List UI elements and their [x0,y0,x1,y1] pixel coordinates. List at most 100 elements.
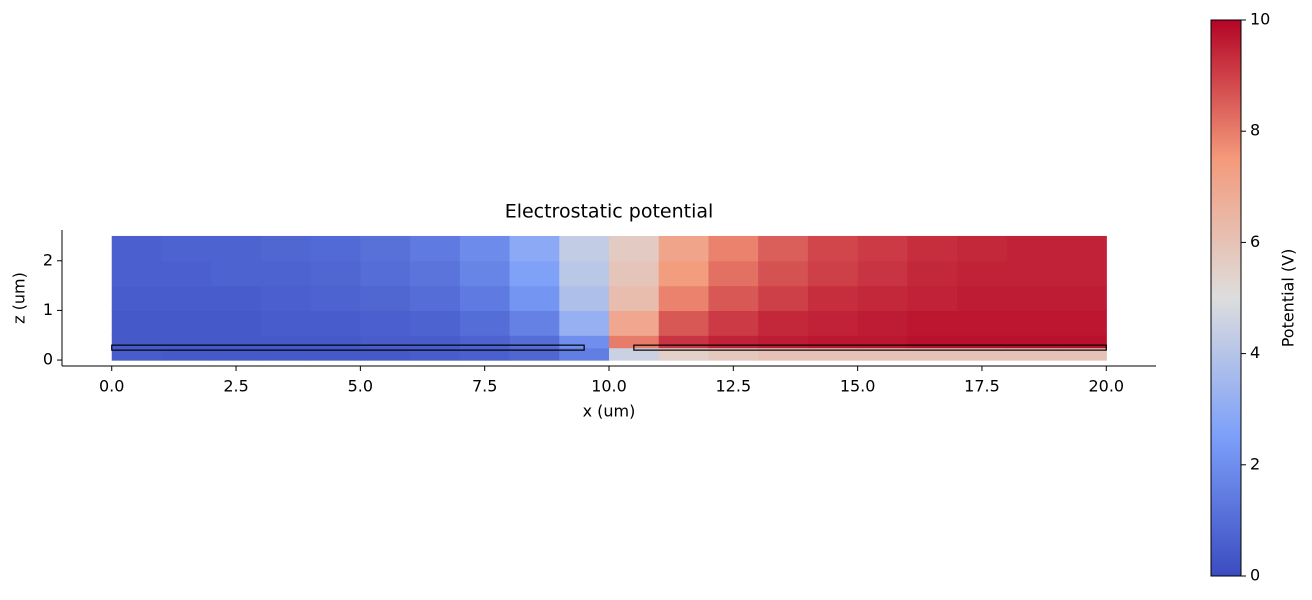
heat-cell [410,347,461,361]
heat-cell [1056,310,1107,336]
heat-cell [857,285,908,312]
heat-cell [310,335,361,349]
heat-cell [509,335,560,349]
heat-cell [807,347,859,361]
heat-cell [758,310,809,336]
heat-cell [907,335,958,349]
heat-cell [211,310,262,336]
heat-cell [111,235,163,262]
y-tick-label: 2 [43,250,53,269]
heat-cell [907,285,958,312]
heat-cell [1006,335,1058,349]
heat-cell [111,310,163,336]
heat-cell [111,260,163,287]
heat-cell [211,260,262,287]
heat-cell [559,235,610,262]
heat-cell [260,335,312,349]
heat-cell [559,347,610,361]
heat-cell [260,260,312,287]
heat-cell [260,285,312,312]
heat-cell [410,260,461,287]
heat-cell [708,335,759,349]
heat-cell [459,335,511,349]
heat-cell [1056,285,1107,312]
heat-cell [609,235,660,262]
heat-cell [211,347,262,361]
heat-cell [658,310,710,336]
heat-cell [708,260,759,287]
heat-cell [161,335,212,349]
colorbar-tick-label: 8 [1250,121,1260,140]
heat-cell [807,335,859,349]
heat-cell [658,347,710,361]
heat-cell [807,260,859,287]
heat-cell [1006,310,1058,336]
heat-cell [758,335,809,349]
colorbar-label: Potential (V) [1279,249,1298,348]
y-tick-label: 1 [43,300,53,319]
heat-cell [211,235,262,262]
heat-cell [1006,285,1058,312]
heat-cell [1056,260,1107,287]
heat-cell [758,347,809,361]
heat-cell [857,335,908,349]
x-tick-label: 15.0 [840,377,876,396]
y-tick-label: 0 [43,350,53,369]
heat-cell [459,285,511,312]
heat-cell [957,260,1008,287]
heat-cell [857,347,908,361]
heat-cell [609,260,660,287]
heat-cell [907,260,958,287]
heat-cell [161,285,212,312]
heat-cell [758,285,809,312]
heat-cell [509,285,560,312]
heat-cell [609,347,660,361]
heat-cell [807,310,859,336]
heat-cell [310,285,361,312]
heat-cell [310,310,361,336]
y-axis-label: z (um) [10,272,29,324]
heat-cell [410,235,461,262]
heat-cell [857,310,908,336]
heat-cell [410,335,461,349]
x-tick-label: 7.5 [472,377,497,396]
heat-cell [459,310,511,336]
heat-cell [758,235,809,262]
heat-cell [360,235,411,262]
heat-cell [310,235,361,262]
heat-cell [260,235,312,262]
colorbar-tick-label: 4 [1250,343,1260,362]
heat-cell [907,347,958,361]
heat-cell [1006,235,1058,262]
heat-cell [509,310,560,336]
heat-cell [658,260,710,287]
heat-cell [111,285,163,312]
colorbar-tick-label: 6 [1250,232,1260,251]
heat-cell [1056,235,1107,262]
heat-cell [161,235,212,262]
heat-cell [310,260,361,287]
heat-cell [360,347,411,361]
heat-cell [708,310,759,336]
heat-cell [509,347,560,361]
heat-cell [907,235,958,262]
heat-cell [857,260,908,287]
heat-cell [957,310,1008,336]
x-axis-label: x (um) [583,402,636,421]
x-tick-label: 17.5 [964,377,1000,396]
heat-cell [459,235,511,262]
heat-cell [1056,347,1107,361]
heat-cell [111,335,163,349]
x-tick-label: 0.0 [99,377,124,396]
heat-cell [758,260,809,287]
x-tick-label: 2.5 [223,377,248,396]
heat-cell [658,335,710,349]
heat-cell [211,335,262,349]
heat-cell [807,285,859,312]
heat-cell [708,285,759,312]
heat-cell [609,285,660,312]
x-tick-label: 5.0 [348,377,373,396]
electrode [111,344,585,351]
heat-cell [957,347,1008,361]
x-tick-label: 12.5 [716,377,752,396]
